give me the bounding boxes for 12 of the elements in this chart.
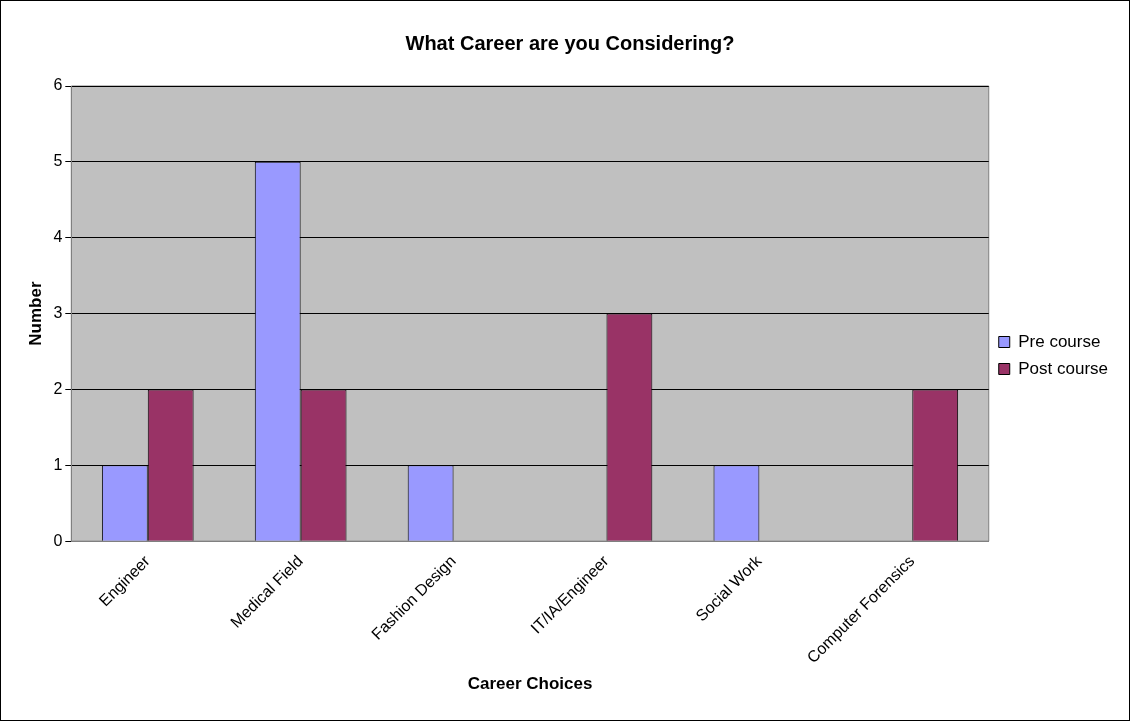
chart-title: What Career are you Considering? (405, 31, 735, 54)
y-tick-label: 5 (53, 152, 63, 170)
y-tick-label: 2 (53, 379, 63, 397)
y-tick-label: 3 (53, 303, 63, 321)
y-tick-label: 0 (53, 531, 63, 549)
y-axis-title: Number (25, 281, 45, 346)
x-axis-title: Career Choices (467, 674, 593, 694)
legend-label: Pre course (1018, 331, 1101, 351)
y-tick-label: 6 (53, 76, 63, 94)
legend-label: Post course (1018, 358, 1108, 378)
y-tick-label: 1 (53, 455, 63, 473)
y-tick-label: 4 (53, 228, 63, 246)
